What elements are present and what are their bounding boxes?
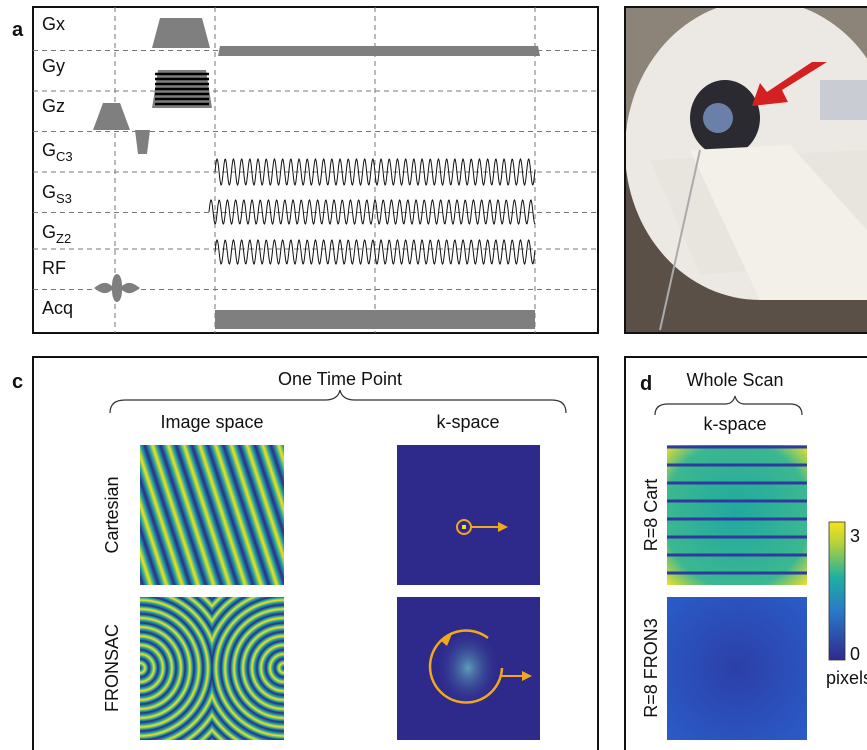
scanner-photo (625, 0, 867, 333)
panel-label: d (640, 373, 652, 395)
row-label-base: G (42, 182, 56, 202)
row-label-base: Gz (42, 96, 65, 116)
row-header: R=8 FRON3 (641, 618, 661, 718)
panel-title: One Time Point (278, 369, 402, 389)
gz-rewinder (135, 130, 150, 154)
brace (110, 390, 566, 413)
figure: a GxGyGzGC3GS3GZ2RFAcq b c One Time Poin… (0, 0, 867, 750)
row-header: Cartesian (102, 476, 122, 553)
k-center (462, 525, 466, 529)
row-label: Acq (42, 298, 73, 318)
colorbar-tick: 0 (850, 644, 860, 664)
panel-label: c (12, 371, 23, 393)
row-label: RF (42, 258, 66, 278)
colorbar-tick: 3 (850, 526, 860, 546)
acq-window (215, 310, 535, 329)
row-label: GS3 (42, 182, 72, 206)
row-label-base: Acq (42, 298, 73, 318)
colorbar-unit: pixels (826, 668, 867, 688)
column-header: k-space (703, 414, 766, 434)
row-label-sub: C3 (56, 149, 73, 164)
row-label-base: Gx (42, 14, 65, 34)
cartesian-kspace (397, 445, 540, 585)
gx-readout (218, 46, 540, 56)
gx-trapezoid (152, 18, 210, 48)
row-label-base: G (42, 140, 56, 160)
gz-trapezoid (93, 103, 130, 130)
row-label: Gy (42, 56, 65, 76)
row-label: GZ2 (42, 222, 71, 246)
fronsac-image (140, 597, 284, 740)
page: {"panel_a": {"label": "a", "rows": [ {"l… (0, 0, 867, 750)
cartesian-image (140, 445, 284, 585)
row-label-sub: Z2 (56, 231, 71, 246)
row-header: R=8 Cart (641, 479, 661, 552)
gy-steps (155, 74, 209, 104)
row-label: Gz (42, 96, 65, 116)
gradient-shapes (93, 18, 540, 329)
panel-label: a (12, 19, 24, 41)
column-header: k-space (436, 412, 499, 432)
row-label: GC3 (42, 140, 73, 164)
brace (655, 396, 802, 415)
rf-pulse (94, 274, 140, 302)
row-header: FRONSAC (102, 624, 122, 712)
panel-title: Whole Scan (686, 370, 783, 390)
column-header: Image space (160, 412, 263, 432)
row-label-base: G (42, 222, 56, 242)
row-label-sub: S3 (56, 191, 72, 206)
row-label: Gx (42, 14, 65, 34)
row-label-base: Gy (42, 56, 65, 76)
fron3-coverage (667, 597, 807, 740)
colorbar (829, 522, 845, 660)
row-label-base: RF (42, 258, 66, 278)
